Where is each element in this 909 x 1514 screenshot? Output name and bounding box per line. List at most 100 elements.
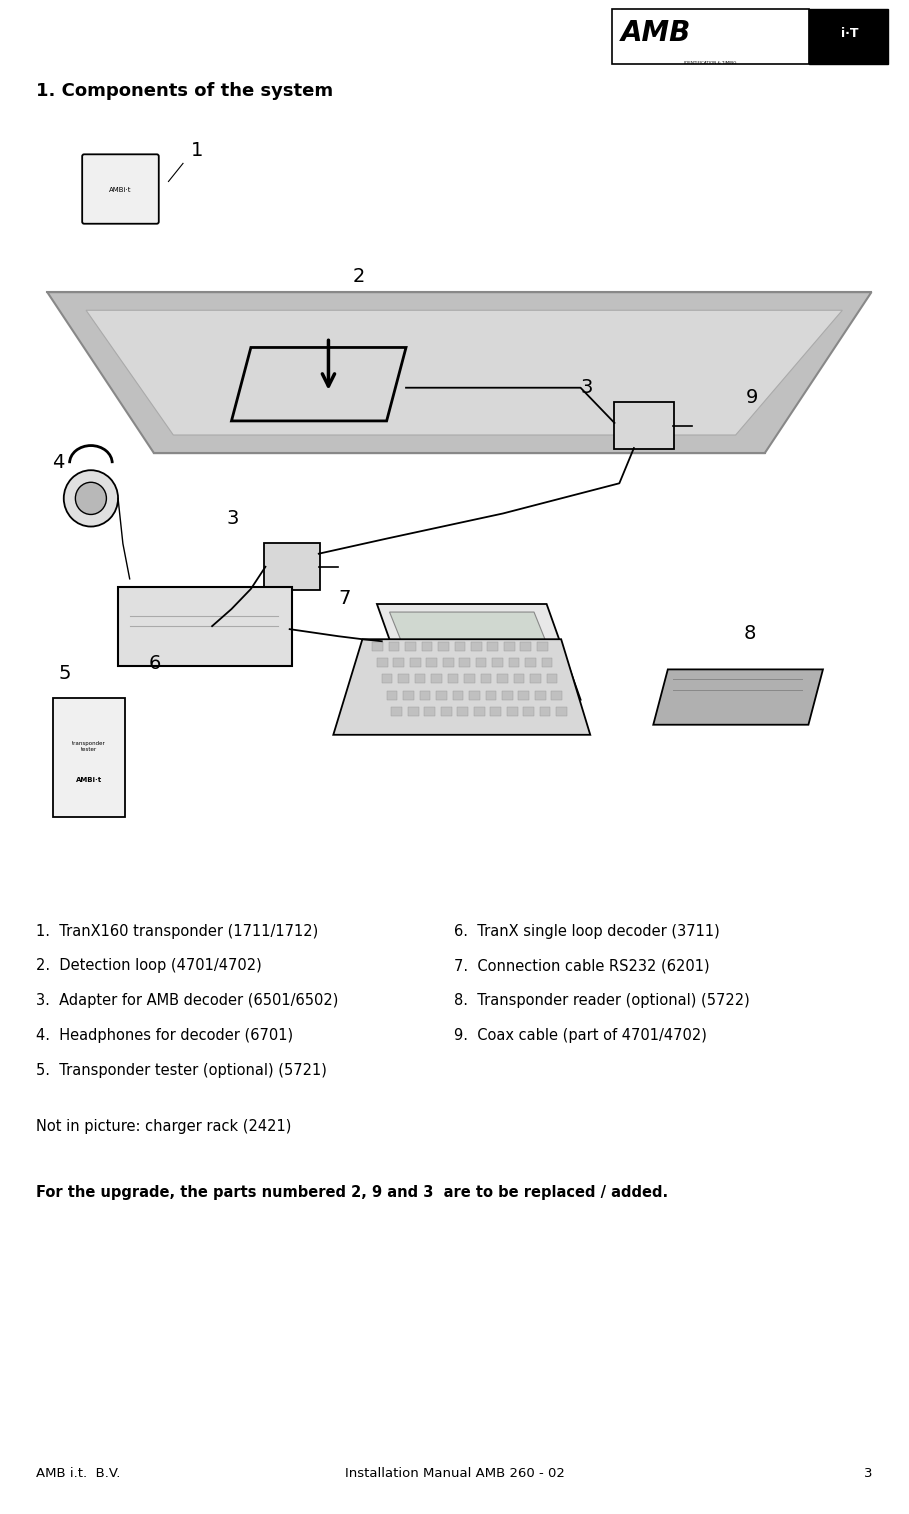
Bar <box>431 674 442 683</box>
Bar <box>410 659 421 668</box>
Bar <box>530 674 541 683</box>
Bar <box>454 642 465 651</box>
Bar <box>524 707 534 716</box>
Text: AMB: AMB <box>620 20 691 47</box>
Bar <box>552 690 562 699</box>
Polygon shape <box>390 612 566 692</box>
Text: AMB i.t.  B.V.: AMB i.t. B.V. <box>36 1467 121 1481</box>
Text: 6: 6 <box>149 654 162 674</box>
Text: 3: 3 <box>864 1467 873 1481</box>
Bar <box>459 659 470 668</box>
Bar <box>438 642 449 651</box>
Polygon shape <box>47 292 872 453</box>
Bar <box>490 707 501 716</box>
Bar <box>504 642 514 651</box>
Bar <box>443 659 454 668</box>
Bar <box>425 707 435 716</box>
Text: 8: 8 <box>744 624 755 643</box>
Text: 3: 3 <box>581 378 593 397</box>
Bar <box>485 690 496 699</box>
FancyBboxPatch shape <box>118 587 292 666</box>
Bar <box>546 674 557 683</box>
Bar <box>405 642 415 651</box>
Text: 5: 5 <box>59 665 72 683</box>
Bar <box>426 659 437 668</box>
Text: 2.  Detection loop (4701/4702): 2. Detection loop (4701/4702) <box>36 958 262 974</box>
Text: transponder
tester: transponder tester <box>72 742 105 752</box>
Text: 7.  Connection cable RS232 (6201): 7. Connection cable RS232 (6201) <box>454 958 710 974</box>
Bar <box>474 707 484 716</box>
Bar <box>493 659 503 668</box>
FancyBboxPatch shape <box>614 401 674 450</box>
Bar <box>487 642 498 651</box>
Bar <box>422 642 432 651</box>
Polygon shape <box>334 639 590 734</box>
Text: 5.  Transponder tester (optional) (5721): 5. Transponder tester (optional) (5721) <box>36 1063 327 1078</box>
Text: For the upgrade, the parts numbered 2, 9 and 3  are to be replaced / added.: For the upgrade, the parts numbered 2, 9… <box>36 1184 668 1199</box>
Polygon shape <box>377 604 581 699</box>
Text: AMBi·t: AMBi·t <box>75 777 102 783</box>
Bar <box>612 9 809 64</box>
Text: 1: 1 <box>191 141 203 160</box>
Bar <box>518 690 529 699</box>
Bar <box>509 659 519 668</box>
Bar <box>542 659 553 668</box>
Bar <box>398 674 409 683</box>
Bar <box>415 674 425 683</box>
Bar <box>809 9 888 64</box>
Bar <box>388 642 399 651</box>
Polygon shape <box>86 310 843 435</box>
Text: 4: 4 <box>52 453 65 472</box>
Circle shape <box>64 471 118 527</box>
Text: 9: 9 <box>745 388 758 407</box>
FancyBboxPatch shape <box>265 542 320 590</box>
Bar <box>453 690 464 699</box>
Bar <box>471 642 482 651</box>
Text: 8.  Transponder reader (optional) (5722): 8. Transponder reader (optional) (5722) <box>454 993 750 1008</box>
Text: 1.  TranX160 transponder (1711/1712): 1. TranX160 transponder (1711/1712) <box>36 924 319 939</box>
Bar <box>481 674 492 683</box>
Bar <box>469 690 480 699</box>
Circle shape <box>75 483 106 515</box>
Bar <box>535 690 545 699</box>
Bar <box>464 674 474 683</box>
Text: AMBi·t: AMBi·t <box>109 186 131 192</box>
Text: 3.  Adapter for AMB decoder (6501/6502): 3. Adapter for AMB decoder (6501/6502) <box>36 993 339 1008</box>
Bar <box>521 642 531 651</box>
Text: Installation Manual AMB 260 - 02: Installation Manual AMB 260 - 02 <box>345 1467 564 1481</box>
Bar <box>441 707 452 716</box>
FancyBboxPatch shape <box>82 154 159 224</box>
Bar <box>420 690 430 699</box>
Bar <box>403 690 414 699</box>
Bar <box>394 659 405 668</box>
Bar <box>392 707 402 716</box>
Text: 4.  Headphones for decoder (6701): 4. Headphones for decoder (6701) <box>36 1028 294 1043</box>
Bar <box>408 707 419 716</box>
Text: 9.  Coax cable (part of 4701/4702): 9. Coax cable (part of 4701/4702) <box>454 1028 707 1043</box>
Text: i·T: i·T <box>841 27 859 39</box>
Text: Not in picture: charger rack (2421): Not in picture: charger rack (2421) <box>36 1119 292 1134</box>
Bar <box>502 690 513 699</box>
Bar <box>497 674 508 683</box>
Bar <box>475 659 486 668</box>
Bar <box>514 674 524 683</box>
Bar <box>436 690 446 699</box>
Text: 2: 2 <box>353 266 365 286</box>
Bar <box>382 674 393 683</box>
Bar <box>507 707 517 716</box>
Bar <box>377 659 387 668</box>
Bar <box>448 674 458 683</box>
Text: 1. Components of the system: 1. Components of the system <box>36 82 334 100</box>
Bar <box>525 659 536 668</box>
Bar <box>372 642 383 651</box>
Bar <box>537 642 547 651</box>
Text: 7: 7 <box>338 589 351 609</box>
Text: 6.  TranX single loop decoder (3711): 6. TranX single loop decoder (3711) <box>454 924 720 939</box>
Text: 3: 3 <box>226 509 239 527</box>
Bar <box>386 690 397 699</box>
Bar <box>457 707 468 716</box>
Polygon shape <box>654 669 823 725</box>
Text: IDENTIFICATION & TIMING: IDENTIFICATION & TIMING <box>684 62 736 65</box>
Bar <box>540 707 551 716</box>
FancyBboxPatch shape <box>53 698 125 818</box>
